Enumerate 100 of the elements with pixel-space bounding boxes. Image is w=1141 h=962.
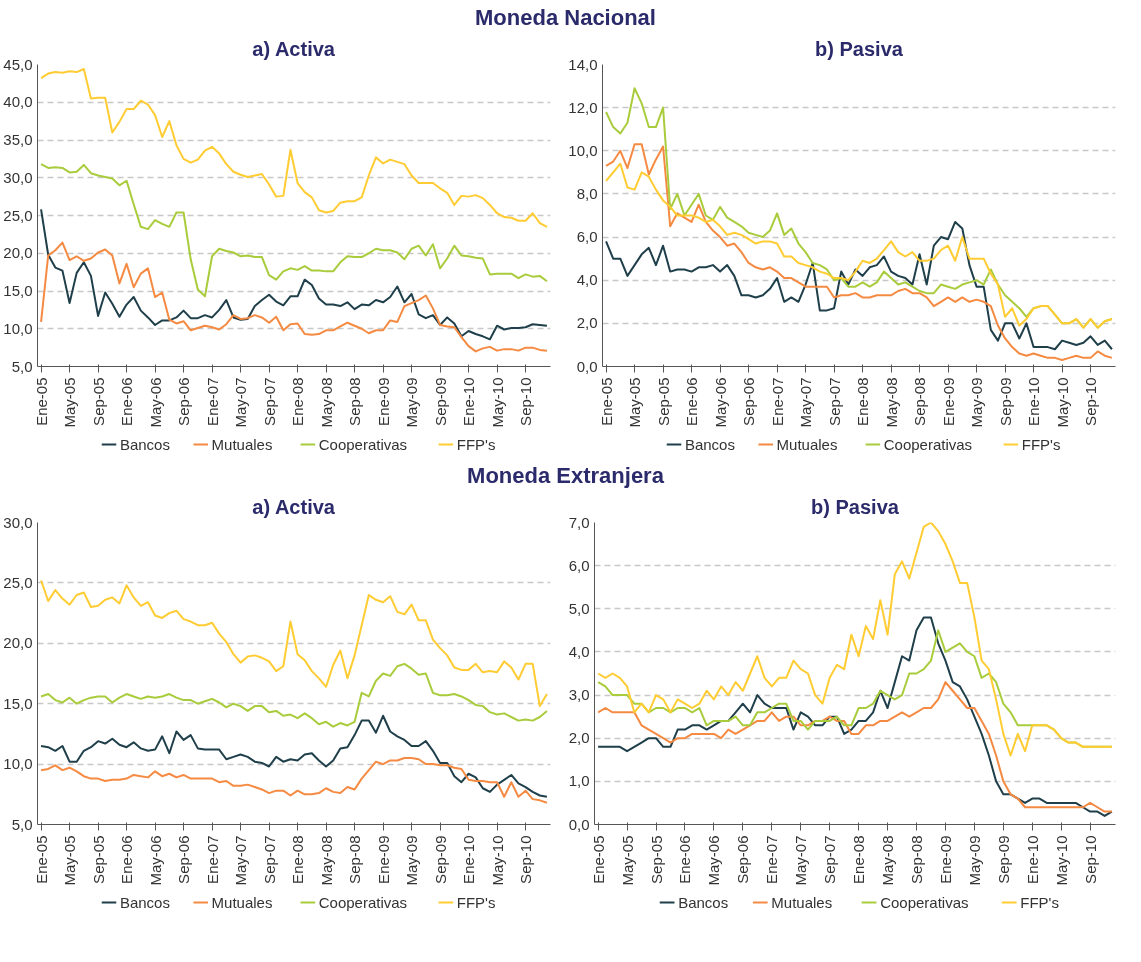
x-tick-label: May-08 — [317, 835, 335, 886]
x-tick-label: May-07 — [232, 377, 250, 428]
x-tick-label: Sep-06 — [734, 835, 752, 884]
line-series — [40, 208, 548, 341]
y-tick-label: 7,0 — [568, 513, 590, 531]
x-tick-label: Sep-08 — [346, 377, 364, 426]
x-tick-label: May-09 — [965, 835, 983, 886]
legend-label: Cooperativas — [883, 436, 973, 453]
y-tick-label: 25,0 — [3, 573, 33, 591]
x-tick-label: Sep-06 — [175, 377, 193, 426]
x-tick-label: Ene-05 — [589, 835, 607, 884]
x-tick-label: May-10 — [1052, 835, 1070, 886]
y-tick-label: 30,0 — [3, 513, 33, 531]
x-tick-label: Sep-08 — [908, 835, 926, 884]
x-tick-label: Sep-05 — [654, 377, 672, 426]
y-tick-label: 6,0 — [568, 556, 590, 574]
legend-label: Mutuales — [211, 436, 273, 453]
legend-label: FFP's — [1021, 436, 1061, 453]
x-tick-label: Ene-05 — [32, 377, 50, 426]
x-tick-label: Ene-10 — [460, 377, 478, 426]
y-tick-label: 40,0 — [3, 93, 33, 111]
legend-label: Bancos — [119, 436, 170, 453]
line-series — [40, 714, 548, 798]
x-tick-label: Sep-10 — [1082, 377, 1100, 426]
line-series — [597, 522, 1113, 757]
x-tick-label: May-06 — [711, 377, 729, 428]
y-tick-label: 10,0 — [3, 319, 33, 337]
line-series — [40, 662, 548, 728]
y-tick-label: 5,0 — [568, 599, 590, 617]
x-tick-label: Sep-08 — [346, 835, 364, 884]
y-tick-label: 15,0 — [3, 694, 33, 712]
x-tick-label: May-09 — [403, 835, 421, 886]
x-tick-label: Sep-10 — [517, 377, 535, 426]
x-tick-label: May-10 — [488, 377, 506, 428]
x-tick-label: Ene-06 — [118, 377, 136, 426]
legend-label: Cooperativas — [318, 436, 408, 453]
line-series — [40, 757, 548, 804]
x-tick-label: May-06 — [146, 377, 164, 428]
x-tick-label: May-05 — [61, 377, 79, 428]
x-tick-label: Ene-05 — [597, 377, 615, 426]
legend-label: Bancos — [684, 436, 735, 453]
x-tick-label: Sep-05 — [647, 835, 665, 884]
line-series — [605, 162, 1113, 329]
legend-label: Bancos — [678, 894, 729, 911]
x-tick-label: May-07 — [232, 835, 250, 886]
x-tick-label: Sep-06 — [740, 377, 758, 426]
x-tick-label: Ene-08 — [850, 835, 868, 884]
y-tick-label: 5,0 — [11, 815, 33, 833]
y-tick-label: 10,0 — [3, 755, 33, 773]
legend-label: Mutuales — [211, 894, 273, 911]
x-tick-label: Sep-07 — [260, 377, 278, 426]
x-tick-label: Sep-05 — [89, 835, 107, 884]
text: Moneda Extranjera — [467, 462, 665, 488]
y-tick-label: 2,0 — [576, 314, 598, 332]
x-tick-label: Sep-09 — [431, 835, 449, 884]
y-tick-label: 0,0 — [568, 815, 590, 833]
x-tick-label: May-07 — [792, 835, 810, 886]
x-tick-label: Sep-07 — [260, 835, 278, 884]
x-tick-label: Sep-06 — [175, 835, 193, 884]
x-tick-label: Ene-06 — [118, 835, 136, 884]
x-tick-label: Ene-07 — [768, 377, 786, 426]
text: Moneda Nacional — [475, 4, 656, 30]
legend-label: FFP's — [1020, 894, 1059, 911]
x-tick-label: May-05 — [618, 835, 636, 886]
legend-label: Bancos — [119, 894, 170, 911]
x-tick-label: May-06 — [705, 835, 723, 886]
legend-label: Mutuales — [776, 436, 838, 453]
y-tick-label: 5,0 — [11, 357, 33, 375]
y-tick-label: 6,0 — [576, 228, 598, 246]
x-tick-label: May-09 — [968, 377, 986, 428]
y-tick-label: 0,0 — [576, 357, 598, 375]
chart-title: b) Pasiva — [811, 495, 900, 518]
line-series — [40, 163, 548, 298]
chart-title: a) Activa — [252, 495, 336, 518]
x-tick-label: Sep-08 — [911, 377, 929, 426]
y-tick-label: 3,0 — [568, 686, 590, 704]
x-tick-label: May-08 — [882, 377, 900, 428]
y-tick-label: 20,0 — [3, 244, 33, 262]
y-tick-label: 12,0 — [568, 98, 598, 116]
y-tick-label: 1,0 — [568, 772, 590, 790]
chart-title: a) Activa — [252, 37, 336, 60]
legend-label: Mutuales — [771, 894, 833, 911]
x-tick-label: Sep-09 — [996, 377, 1014, 426]
legend-label: Cooperativas — [318, 894, 408, 911]
x-tick-label: May-07 — [797, 377, 815, 428]
x-tick-label: Ene-09 — [939, 377, 957, 426]
x-tick-label: Ene-07 — [203, 835, 221, 884]
line-series — [40, 241, 548, 353]
x-tick-label: Ene-09 — [936, 835, 954, 884]
line-series — [597, 616, 1113, 817]
y-tick-label: 25,0 — [3, 206, 33, 224]
line-series — [605, 143, 1113, 362]
x-tick-label: May-08 — [317, 377, 335, 428]
line-series — [40, 68, 548, 228]
x-tick-label: Sep-09 — [431, 377, 449, 426]
line-series — [597, 681, 1113, 813]
y-tick-label: 20,0 — [3, 634, 33, 652]
x-tick-label: Ene-07 — [203, 377, 221, 426]
x-tick-label: Sep-07 — [825, 377, 843, 426]
x-tick-label: May-05 — [61, 835, 79, 886]
